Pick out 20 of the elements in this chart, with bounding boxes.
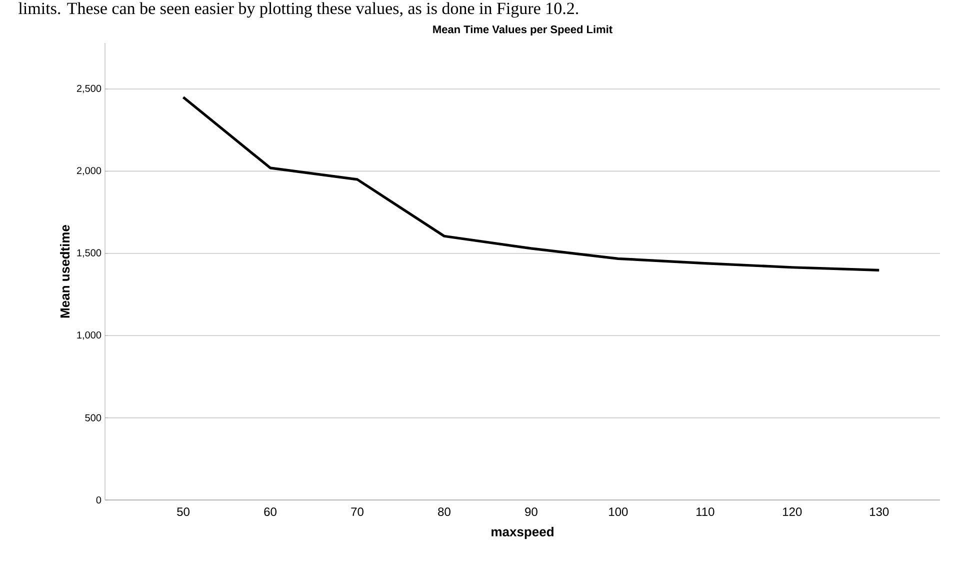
chart-title: Mean Time Values per Speed Limit — [433, 25, 612, 36]
y-axis-title: Mean usedtime — [60, 224, 70, 318]
x-tick-label: 70 — [351, 508, 364, 516]
line-series — [182, 96, 880, 272]
y-tick-label: 2,500 — [76, 84, 102, 94]
x-tick-label: 50 — [177, 508, 190, 516]
x-tick-label: 120 — [783, 508, 802, 516]
y-tick-label: 1,500 — [77, 249, 102, 258]
x-tick-label: 130 — [870, 508, 889, 516]
x-axis-title: maxspeed — [492, 526, 554, 539]
text: limits. These can be seen easier by plotting these values, as is done in Figure 10.2. — [18, 2, 578, 18]
y-tick-label: 0 — [96, 496, 102, 504]
x-tick-label: 60 — [264, 508, 276, 516]
y-tick-label: 2,000 — [76, 167, 102, 176]
x-tick-label: 80 — [438, 508, 450, 516]
y-tick-label: 1,000 — [77, 331, 102, 340]
x-tick-label: 100 — [609, 508, 628, 516]
x-tick-label: 90 — [525, 508, 538, 516]
x-tick-label: 110 — [696, 508, 714, 516]
y-tick-label: 500 — [85, 414, 102, 422]
